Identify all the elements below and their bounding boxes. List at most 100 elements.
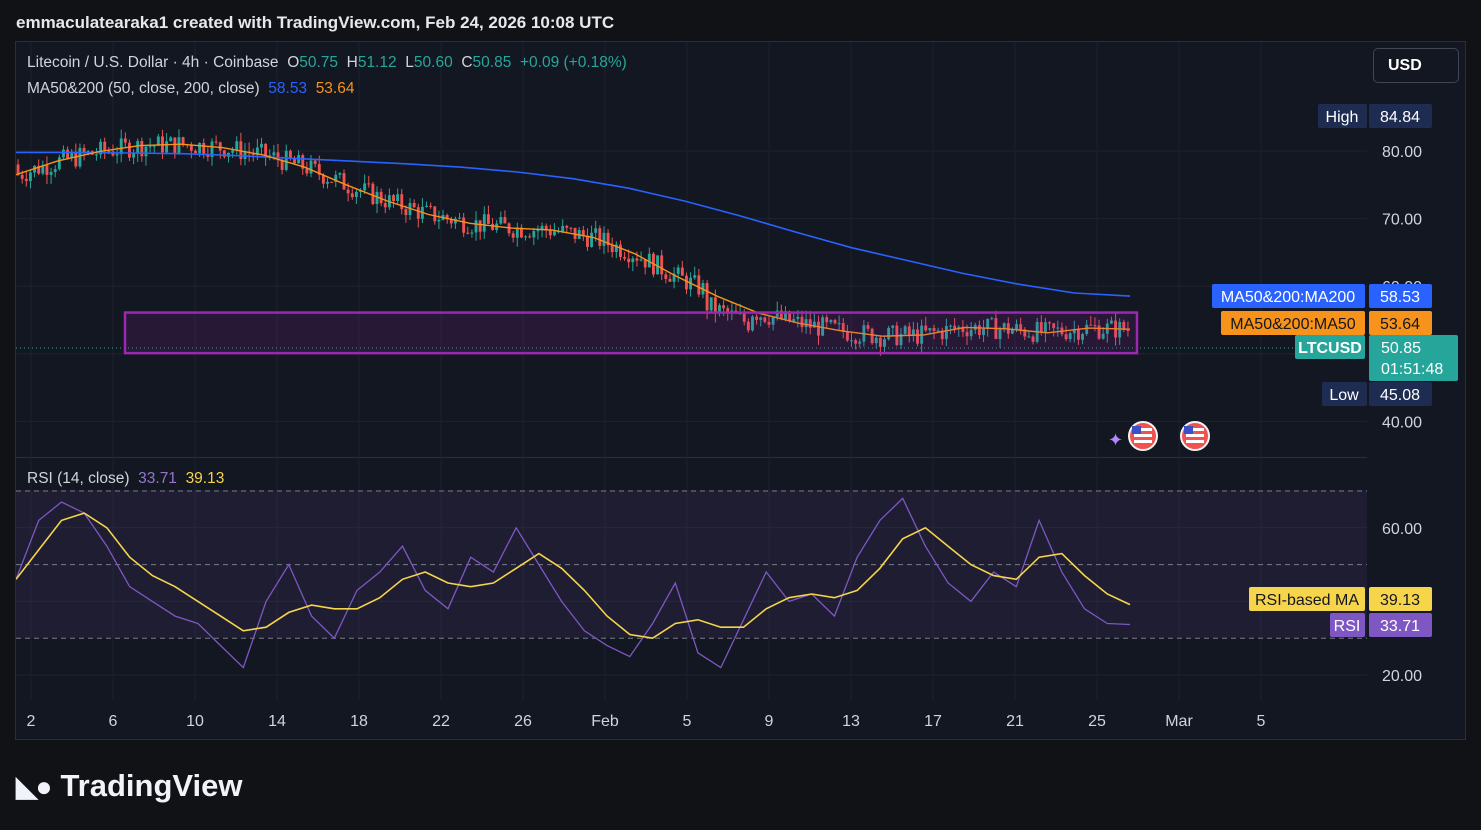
candle	[206, 154, 210, 157]
time-tick-label: 22	[432, 713, 450, 730]
candle	[1039, 322, 1043, 333]
candle	[573, 227, 577, 239]
candle	[1068, 333, 1072, 340]
candle	[62, 149, 65, 158]
candle	[726, 308, 730, 313]
close-label-legend: C	[461, 54, 473, 71]
price-tick-label: 70.00	[1382, 212, 1422, 229]
candle	[647, 253, 651, 268]
pane-divider[interactable]	[16, 457, 1367, 458]
candle	[944, 326, 948, 340]
currency-button[interactable]: USD	[1373, 48, 1459, 83]
candle	[119, 138, 123, 155]
candle	[804, 319, 808, 328]
time-tick-label: 2	[27, 713, 36, 730]
candle	[528, 236, 532, 238]
candle	[511, 233, 515, 238]
rsi-value-bg	[1369, 613, 1432, 637]
flag-event-icon[interactable]	[1180, 421, 1210, 451]
candle	[709, 297, 713, 311]
candle	[350, 193, 354, 198]
flag-event-icon[interactable]	[1128, 421, 1158, 451]
candle	[462, 217, 466, 233]
time-tick-label: 21	[1006, 713, 1024, 730]
candle	[235, 141, 239, 151]
candle	[346, 189, 350, 194]
candle	[619, 244, 622, 257]
chart-pane[interactable]	[15, 41, 1466, 740]
candle	[751, 316, 754, 331]
candle	[181, 137, 185, 145]
candle	[491, 223, 494, 231]
candle	[74, 152, 78, 167]
candle	[334, 174, 338, 182]
candle	[41, 165, 45, 174]
candle	[940, 330, 944, 340]
candle	[1101, 333, 1105, 339]
candle	[313, 160, 317, 165]
ma200-value-bg	[1369, 284, 1432, 308]
rsi-tick-label: 20.00	[1382, 668, 1422, 685]
candle	[222, 150, 226, 157]
candle	[1081, 334, 1084, 340]
candle	[532, 231, 536, 238]
candle	[1089, 324, 1093, 326]
candle	[837, 323, 841, 325]
tradingview-logo[interactable]: ◣● TradingView	[16, 768, 243, 804]
high-label-bg	[1318, 104, 1367, 128]
candle	[990, 318, 994, 320]
low-label: Low	[1329, 387, 1359, 404]
candle	[103, 141, 107, 152]
rsi-line	[16, 497, 1131, 669]
candle	[982, 328, 985, 336]
candle	[379, 191, 383, 204]
candle	[144, 146, 148, 157]
candle	[503, 217, 507, 224]
candle	[482, 214, 486, 232]
high-value: 84.84	[1380, 109, 1420, 126]
candle	[635, 258, 639, 261]
candle	[874, 337, 878, 344]
ma-legend[interactable]: MA50&200 (50, close, 200, close) 58.53 5…	[27, 80, 354, 98]
candle	[392, 195, 395, 201]
candle	[660, 255, 664, 275]
candle	[57, 157, 61, 170]
time-tick-label: 9	[765, 713, 774, 730]
candle	[643, 259, 647, 268]
ticker-label: LTCUSD	[1298, 340, 1362, 357]
candle	[260, 143, 263, 148]
candle	[99, 141, 103, 155]
candle	[998, 329, 1002, 339]
candle	[631, 258, 635, 263]
candle	[293, 158, 296, 164]
candle	[561, 225, 565, 232]
candle	[330, 181, 334, 183]
candle	[664, 274, 668, 279]
candle	[194, 150, 197, 154]
candle	[53, 169, 57, 173]
candle	[152, 145, 156, 147]
time-tick-label: 13	[842, 713, 860, 730]
candle	[354, 191, 358, 198]
candle	[722, 305, 726, 309]
candle	[400, 194, 404, 210]
rsi-band	[16, 490, 1367, 638]
candle	[189, 144, 193, 151]
candle	[594, 228, 598, 233]
rsi-ma-legend-value: 39.13	[185, 470, 225, 487]
rsi-legend[interactable]: RSI (14, close) 33.71 39.13	[27, 470, 224, 488]
candle	[1019, 324, 1023, 330]
candle	[548, 230, 552, 236]
candle	[437, 219, 441, 222]
tradingview-mark-icon: ◣●	[16, 770, 52, 802]
candle	[363, 183, 367, 191]
candle	[288, 150, 292, 159]
ma50-value: 53.64	[1380, 316, 1420, 333]
candle	[676, 267, 680, 274]
candle	[326, 181, 329, 184]
candle	[1056, 327, 1060, 329]
ma-legend-label: MA50&200 (50, close, 200, close)	[27, 80, 260, 97]
candle	[367, 183, 371, 185]
symbol-legend[interactable]: Litecoin / U.S. Dollar · 4h · Coinbase O…	[27, 54, 627, 72]
